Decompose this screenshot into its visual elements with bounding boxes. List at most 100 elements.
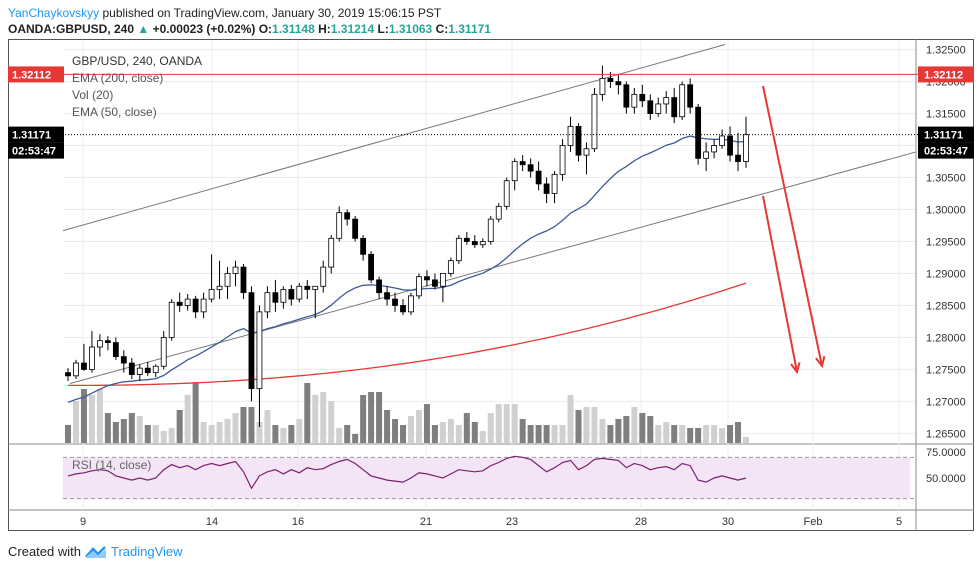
candle-body[interactable]: [376, 279, 382, 294]
volume-bar: [128, 413, 135, 443]
candle-body[interactable]: [527, 164, 534, 172]
candle-body[interactable]: [551, 173, 558, 194]
volume-bar: [184, 395, 191, 443]
candle-body[interactable]: [384, 292, 390, 300]
candle-body[interactable]: [543, 183, 550, 194]
candle-body[interactable]: [264, 292, 271, 313]
candle-body[interactable]: [479, 241, 486, 246]
candle-body[interactable]: [168, 301, 175, 338]
candle-body[interactable]: [711, 145, 717, 153]
candle-body[interactable]: [176, 301, 183, 306]
candle-body[interactable]: [663, 97, 670, 105]
candle-body[interactable]: [81, 362, 87, 370]
candle-body[interactable]: [192, 298, 199, 313]
candle-body[interactable]: [216, 285, 223, 290]
candle-body[interactable]: [432, 279, 438, 287]
candle-body[interactable]: [695, 106, 702, 159]
candle-body[interactable]: [408, 295, 414, 313]
candle-body[interactable]: [631, 93, 638, 108]
candle-body[interactable]: [511, 161, 518, 182]
candle-body[interactable]: [495, 205, 502, 220]
candle-body[interactable]: [567, 125, 574, 146]
candle-body[interactable]: [304, 285, 311, 290]
candle-body[interactable]: [447, 260, 454, 274]
candle-body[interactable]: [272, 292, 279, 303]
legend-ema200: EMA (200, close): [72, 71, 164, 85]
resistance-tag-right: [918, 66, 974, 83]
tradingview-brand[interactable]: TradingView: [110, 544, 183, 559]
candle-body[interactable]: [65, 372, 71, 377]
candle-body[interactable]: [184, 298, 191, 306]
candle-body[interactable]: [599, 77, 606, 95]
candle-body[interactable]: [424, 276, 430, 281]
author-link[interactable]: YanChaykovskyy: [8, 6, 100, 20]
candle-body[interactable]: [639, 93, 646, 102]
candle-body[interactable]: [559, 145, 566, 175]
candle-body[interactable]: [344, 212, 351, 220]
candle-body[interactable]: [583, 148, 590, 156]
candle-body[interactable]: [128, 362, 135, 375]
candle-body[interactable]: [320, 266, 327, 287]
candle-body[interactable]: [288, 289, 295, 300]
candle-body[interactable]: [727, 135, 733, 156]
candle-body[interactable]: [671, 97, 678, 118]
candle-body[interactable]: [591, 93, 598, 150]
candle-body[interactable]: [160, 337, 167, 367]
candle-body[interactable]: [703, 151, 710, 159]
candle-body[interactable]: [400, 305, 406, 313]
candle-body[interactable]: [89, 346, 95, 370]
candle-body[interactable]: [232, 266, 239, 274]
candle-body[interactable]: [280, 289, 287, 303]
candle-body[interactable]: [743, 134, 749, 162]
candle-body[interactable]: [455, 237, 462, 262]
volume-bar: [304, 383, 311, 443]
volume-bar: [368, 392, 375, 443]
volume-bar: [415, 410, 422, 443]
candle-body[interactable]: [152, 365, 159, 374]
candle-body[interactable]: [719, 135, 725, 146]
candle-body[interactable]: [439, 273, 446, 287]
candle-body[interactable]: [623, 84, 630, 108]
candle-body[interactable]: [112, 342, 119, 358]
candle-body[interactable]: [360, 237, 367, 255]
rsi-legend: RSI (14, close): [72, 458, 152, 472]
candle-body[interactable]: [200, 298, 207, 313]
candle-body[interactable]: [519, 161, 526, 166]
candle-body[interactable]: [240, 266, 247, 294]
candle-body[interactable]: [104, 340, 111, 343]
candle-body[interactable]: [535, 170, 542, 185]
candle-body[interactable]: [336, 212, 343, 239]
candle-body[interactable]: [575, 125, 582, 156]
candle-body[interactable]: [615, 81, 622, 86]
candle-body[interactable]: [73, 362, 79, 377]
candle-body[interactable]: [328, 237, 335, 268]
candle-body[interactable]: [136, 367, 143, 375]
candle-body[interactable]: [687, 84, 694, 108]
candle-body[interactable]: [679, 84, 686, 118]
candle-body[interactable]: [312, 285, 319, 290]
candle-body[interactable]: [655, 103, 662, 114]
candle-body[interactable]: [248, 292, 255, 390]
candle-body[interactable]: [120, 356, 127, 364]
candle-body[interactable]: [352, 218, 359, 239]
candle-body[interactable]: [208, 289, 215, 300]
volume-bar: [112, 422, 119, 443]
candle-body[interactable]: [607, 77, 614, 82]
volume-bar: [631, 407, 638, 443]
candle-body[interactable]: [368, 253, 375, 281]
candle-body[interactable]: [256, 311, 263, 390]
candle-body[interactable]: [392, 298, 398, 306]
candle-body[interactable]: [296, 285, 303, 300]
candle-body[interactable]: [416, 276, 422, 297]
candle-body[interactable]: [463, 237, 470, 242]
candle-body[interactable]: [503, 180, 510, 207]
countdown-text-left: 02:53:47: [12, 146, 56, 158]
candle-body[interactable]: [97, 340, 103, 348]
candle-body[interactable]: [144, 367, 151, 374]
candle-body[interactable]: [471, 241, 478, 246]
candle-body[interactable]: [647, 100, 654, 114]
candle-body[interactable]: [224, 273, 231, 287]
candle-body[interactable]: [487, 218, 494, 242]
candle-body[interactable]: [735, 154, 741, 162]
